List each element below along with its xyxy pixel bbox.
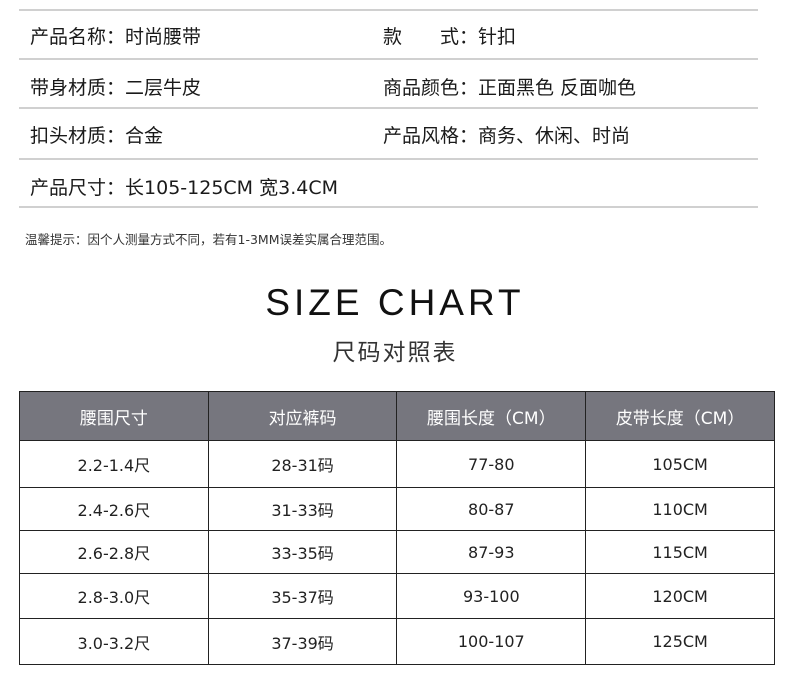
header-belt-length: 皮带长度（CM） bbox=[585, 391, 775, 441]
divider bbox=[19, 206, 758, 208]
size-table: 腰围尺寸 对应裤码 腰围长度（CM） 皮带长度（CM） 2.2-1.4尺 28-3… bbox=[19, 391, 775, 665]
table-cell: 2.2-1.4尺 bbox=[19, 440, 209, 488]
size-chart-subtitle: 尺码对照表 bbox=[332, 340, 458, 366]
spec-body-material: 带身材质：二层牛皮 bbox=[30, 76, 201, 100]
spec-value: 正面黑色 反面咖色 bbox=[478, 77, 637, 99]
table-cell: 35-37码 bbox=[207, 573, 398, 619]
table-cell: 100-107 bbox=[396, 618, 587, 665]
table-row: 2.6-2.8尺 33-35码 87-93 115CM bbox=[19, 530, 775, 574]
spec-label: 产品风格： bbox=[383, 125, 479, 147]
table-row: 2.2-1.4尺 28-31码 77-80 105CM bbox=[19, 440, 775, 488]
spec-product-name: 产品名称：时尚腰带 bbox=[30, 25, 201, 49]
table-cell: 2.6-2.8尺 bbox=[19, 530, 209, 574]
table-cell: 120CM bbox=[585, 573, 775, 619]
table-cell: 105CM bbox=[585, 440, 775, 488]
tip-note: 温馨提示：因个人测量方式不同，若有1-3MM误差实属合理范围。 bbox=[25, 232, 392, 247]
divider bbox=[19, 58, 758, 60]
spec-label: 扣头材质： bbox=[30, 125, 126, 147]
table-cell: 115CM bbox=[585, 530, 775, 574]
table-cell: 125CM bbox=[585, 618, 775, 665]
table-cell: 110CM bbox=[585, 487, 775, 531]
table-row: 3.0-3.2尺 37-39码 100-107 125CM bbox=[19, 618, 775, 665]
table-cell: 2.4-2.6尺 bbox=[19, 487, 209, 531]
table-row: 2.4-2.6尺 31-33码 80-87 110CM bbox=[19, 487, 775, 531]
spec-label: 产品名称： bbox=[30, 26, 126, 48]
header-waist-length: 腰围长度（CM） bbox=[396, 391, 587, 441]
spec-value: 合金 bbox=[125, 125, 164, 147]
table-cell: 31-33码 bbox=[207, 487, 398, 531]
table-cell: 37-39码 bbox=[207, 618, 398, 665]
spec-product-style: 产品风格：商务、休闲、时尚 bbox=[383, 124, 630, 148]
size-chart-title: SIZE CHART bbox=[265, 282, 525, 323]
spec-value: 针扣 bbox=[478, 26, 517, 48]
table-cell: 77-80 bbox=[396, 440, 587, 488]
table-cell: 80-87 bbox=[396, 487, 587, 531]
table-cell: 3.0-3.2尺 bbox=[19, 618, 209, 665]
spec-size: 产品尺寸：长105-125CM 宽3.4CM bbox=[30, 176, 338, 200]
table-cell: 28-31码 bbox=[207, 440, 398, 488]
spec-value: 时尚腰带 bbox=[125, 26, 202, 48]
table-row: 2.8-3.0尺 35-37码 93-100 120CM bbox=[19, 573, 775, 619]
spec-value: 长105-125CM 宽3.4CM bbox=[125, 177, 338, 199]
spec-label: 款 式： bbox=[383, 26, 479, 48]
spec-color: 商品颜色：正面黑色 反面咖色 bbox=[383, 76, 636, 100]
table-cell: 2.8-3.0尺 bbox=[19, 573, 209, 619]
spec-buckle-material: 扣头材质：合金 bbox=[30, 124, 163, 148]
spec-value: 商务、休闲、时尚 bbox=[478, 125, 631, 147]
table-cell: 33-35码 bbox=[207, 530, 398, 574]
divider bbox=[19, 9, 758, 11]
table-cell: 87-93 bbox=[396, 530, 587, 574]
spec-label: 产品尺寸： bbox=[30, 177, 126, 199]
divider bbox=[19, 158, 758, 160]
spec-style: 款 式：针扣 bbox=[383, 25, 516, 49]
spec-value: 二层牛皮 bbox=[125, 77, 202, 99]
header-waist-size: 腰围尺寸 bbox=[19, 391, 209, 441]
divider bbox=[19, 107, 758, 109]
table-cell: 93-100 bbox=[396, 573, 587, 619]
spec-label: 商品颜色： bbox=[383, 77, 479, 99]
spec-label: 带身材质： bbox=[30, 77, 126, 99]
table-header-row: 腰围尺寸 对应裤码 腰围长度（CM） 皮带长度（CM） bbox=[19, 391, 775, 441]
header-pants-size: 对应裤码 bbox=[207, 391, 398, 441]
